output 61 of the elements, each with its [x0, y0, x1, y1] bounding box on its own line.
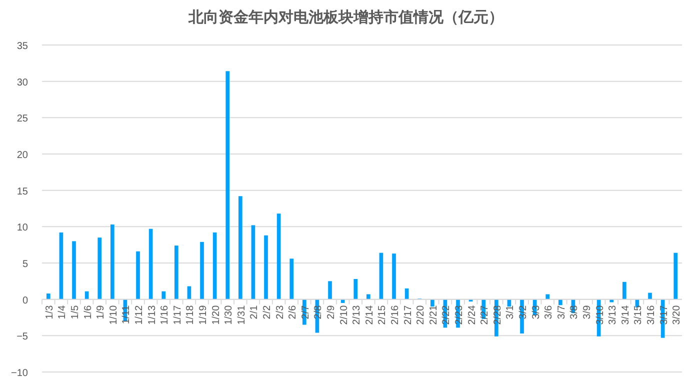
y-tick-label: 0: [22, 295, 28, 306]
y-tick-label: 15: [16, 186, 28, 198]
y-tick-label: 25: [16, 114, 28, 125]
x-tick-label: 2/8: [313, 304, 324, 320]
x-tick-label: 3/15: [633, 304, 644, 325]
x-tick-label: 2/13: [352, 304, 363, 325]
x-tick-label: 3/9: [582, 304, 593, 320]
x-tick-label: 2/24: [466, 304, 478, 325]
x-tick-label: 1/17: [172, 304, 184, 325]
x-tick-label: 3/3: [530, 304, 542, 320]
x-tick-label: 2/22: [441, 304, 452, 325]
x-tick-label: 1/12: [134, 304, 145, 325]
x-tick-label: 3/2: [518, 304, 529, 320]
x-tick-label: 3/6: [544, 304, 555, 320]
x-tick-label: 2/2: [262, 304, 273, 320]
x-tick-label: 3/17: [658, 304, 670, 325]
chart-title: 北向资金年内对电池板块增持市值情况（亿元）: [188, 8, 504, 26]
x-tick-label: 3/7: [556, 304, 568, 320]
x-tick-label: 2/1: [249, 304, 260, 320]
x-tick-label: 1/16: [160, 304, 171, 325]
y-tick-label: −10: [11, 368, 28, 379]
x-tick-label: 1/30: [224, 304, 235, 325]
x-tick-label: 2/7: [300, 304, 312, 320]
x-tick-label: 3/8: [569, 304, 580, 320]
y-tick-label: 10: [16, 222, 28, 234]
x-tick-label: 1/18: [185, 304, 196, 325]
x-tick-label: 3/16: [646, 304, 657, 325]
x-tick-label: 1/6: [82, 304, 94, 320]
x-tick-label: 1/9: [96, 304, 107, 320]
x-tick-label: 1/10: [108, 304, 120, 325]
x-tick-label: 3/10: [594, 304, 606, 325]
x-tick-label: 3/1: [505, 304, 516, 320]
x-tick-label: 1/19: [198, 304, 209, 325]
y-tick-label: 20: [16, 150, 28, 161]
x-tick-label: 2/20: [416, 304, 427, 325]
x-tick-label: 2/10: [338, 304, 350, 325]
x-tick-label: 1/5: [70, 304, 81, 320]
x-tick-label: 2/15: [377, 304, 388, 325]
x-tick-label: 2/6: [288, 304, 299, 320]
x-tick-label: 1/3: [44, 304, 56, 320]
x-tick-label: 2/23: [454, 304, 465, 325]
x-tick-label: 2/28: [492, 304, 504, 325]
x-tick-label: 2/27: [480, 304, 491, 325]
x-tick-label: 3/14: [620, 304, 632, 325]
x-tick-label: 3/13: [608, 304, 619, 325]
y-tick-label: 30: [16, 77, 28, 88]
x-tick-label: 1/11: [121, 304, 132, 324]
x-tick-label: 3/20: [672, 304, 683, 325]
x-tick-label: 1/13: [146, 304, 158, 325]
x-tick-label: 2/3: [274, 304, 286, 320]
x-tick-label: 1/4: [57, 304, 68, 320]
x-tick-label: 2/21: [428, 304, 440, 325]
x-tick-label: 2/14: [364, 304, 376, 325]
x-tick-label: 1/31: [236, 304, 248, 325]
y-tick-label: 5: [22, 259, 28, 270]
y-tick-label: −5: [16, 332, 28, 343]
x-tick-label: 1/20: [210, 304, 222, 325]
x-tick-label: 2/16: [390, 304, 401, 325]
x-tick-label: 2/17: [402, 304, 414, 325]
x-tick-label: 2/9: [326, 304, 337, 320]
y-tick-label: 35: [16, 41, 28, 52]
